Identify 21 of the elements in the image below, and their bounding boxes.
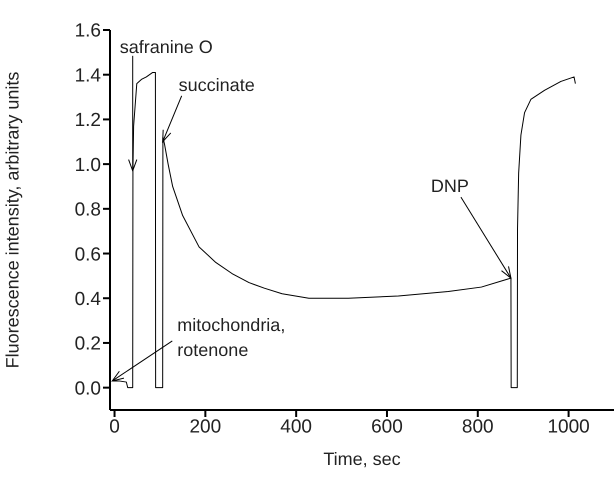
y-tick-label: 0.6 [74, 244, 101, 266]
x-tick-label: 200 [190, 416, 222, 438]
y-tick-label: 1.6 [74, 20, 101, 42]
x-tick-label: 1000 [547, 416, 590, 438]
y-axis-title: Fluorescence intensity, arbitrary units [2, 72, 22, 368]
x-tick-label: 600 [371, 416, 403, 438]
y-tick-label: 0.0 [74, 378, 101, 400]
y-tick-label: 1.4 [74, 65, 102, 86]
y-tick-label: 0.4 [74, 288, 102, 310]
y-tick-label: 0.8 [74, 200, 101, 221]
annotation: safranine O [120, 36, 213, 57]
y-tick-label: 0.2 [74, 334, 101, 355]
x-tick-label: 400 [280, 416, 312, 438]
x-axis-title: Time, sec [323, 449, 401, 469]
x-tick-label: 800 [462, 416, 494, 438]
y-tick-label: 1.0 [74, 154, 101, 176]
y-tick-label: 1.2 [74, 110, 101, 132]
x-tick-label: 0 [109, 416, 120, 438]
annotation: DNP [430, 176, 469, 196]
annotation: mitochondria, rotenone [177, 314, 286, 360]
annotation: succinate [178, 74, 255, 95]
